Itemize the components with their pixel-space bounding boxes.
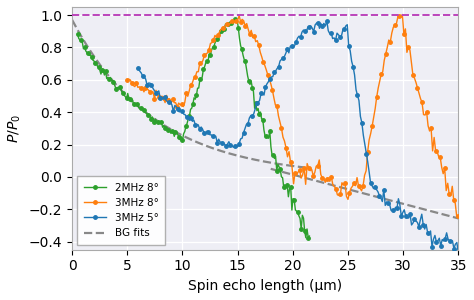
2MHz 8° bbox=[137, 107, 142, 110]
3MHz 5° bbox=[456, 251, 461, 254]
3MHz 5° bbox=[418, 218, 423, 222]
3MHz 5° bbox=[306, 25, 312, 29]
2MHz 8° bbox=[303, 236, 309, 239]
BG fits bbox=[146, 112, 151, 116]
2MHz 8° bbox=[233, 17, 239, 21]
BG fits bbox=[229, 152, 235, 156]
3MHz 8° bbox=[301, 166, 307, 169]
BG fits bbox=[200, 143, 206, 146]
2MHz 8° bbox=[296, 214, 302, 217]
3MHz 8° bbox=[456, 214, 461, 218]
Line: 2MHz 8°: 2MHz 8° bbox=[76, 17, 311, 239]
X-axis label: Spin echo length (μm): Spin echo length (μm) bbox=[188, 279, 342, 293]
3MHz 8° bbox=[454, 215, 460, 219]
3MHz 5° bbox=[229, 144, 235, 147]
BG fits bbox=[261, 160, 266, 163]
3MHz 8° bbox=[416, 92, 422, 95]
3MHz 5° bbox=[423, 223, 429, 226]
BG fits bbox=[161, 123, 167, 127]
BG fits bbox=[69, 18, 75, 22]
3MHz 8° bbox=[406, 45, 411, 49]
2MHz 8° bbox=[89, 56, 94, 59]
Line: 3MHz 5°: 3MHz 5° bbox=[137, 19, 460, 254]
3MHz 8° bbox=[400, 13, 405, 16]
2MHz 8° bbox=[75, 32, 81, 36]
BG fits bbox=[191, 139, 196, 142]
3MHz 5° bbox=[136, 66, 141, 70]
2MHz 8° bbox=[288, 185, 293, 189]
Y-axis label: $P/P_0$: $P/P_0$ bbox=[7, 114, 23, 143]
3MHz 5° bbox=[324, 19, 329, 22]
2MHz 8° bbox=[118, 86, 124, 90]
3MHz 5° bbox=[407, 212, 413, 216]
2MHz 8° bbox=[307, 234, 312, 238]
3MHz 8° bbox=[215, 33, 221, 36]
3MHz 5° bbox=[223, 145, 229, 148]
2MHz 8° bbox=[84, 51, 90, 54]
BG fits bbox=[301, 166, 307, 169]
3MHz 8° bbox=[422, 113, 428, 117]
Legend: 2MHz 8°, 3MHz 8°, 3MHz 5°, BG fits: 2MHz 8°, 3MHz 8°, 3MHz 5°, BG fits bbox=[77, 176, 165, 244]
3MHz 8° bbox=[125, 79, 130, 82]
3MHz 8° bbox=[221, 25, 227, 29]
Line: BG fits: BG fits bbox=[72, 20, 304, 167]
Line: 3MHz 8°: 3MHz 8° bbox=[126, 13, 460, 219]
